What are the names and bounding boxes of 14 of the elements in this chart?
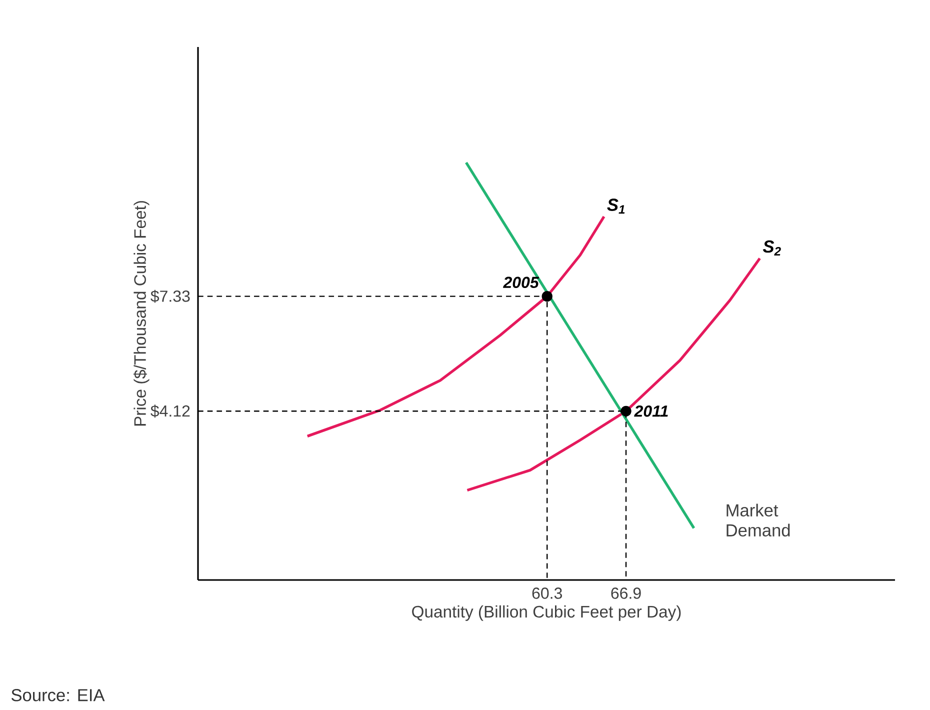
line-series	[306, 215, 606, 438]
series-label: Market Demand	[726, 504, 790, 536]
x-tick-label: 60.3	[532, 588, 562, 599]
x-axis-title: Quantity (Billion Cubic Feet per Day)	[412, 605, 681, 621]
line-series	[466, 257, 762, 492]
y-tick-label: $4.12	[150, 404, 190, 418]
x-tick-label: 66.9	[611, 588, 641, 599]
source-note: Source: EIA	[12, 689, 105, 702]
series-label: S$_{1}$	[607, 198, 625, 214]
y-axis-title: Price ($/Thousand Cubic Feet)	[133, 201, 150, 426]
annotation: 2005	[502, 276, 540, 288]
series-label: S$_{2}$	[762, 240, 781, 256]
y-tick-label: $7.33	[150, 290, 190, 303]
annotation: 2011	[634, 405, 668, 417]
